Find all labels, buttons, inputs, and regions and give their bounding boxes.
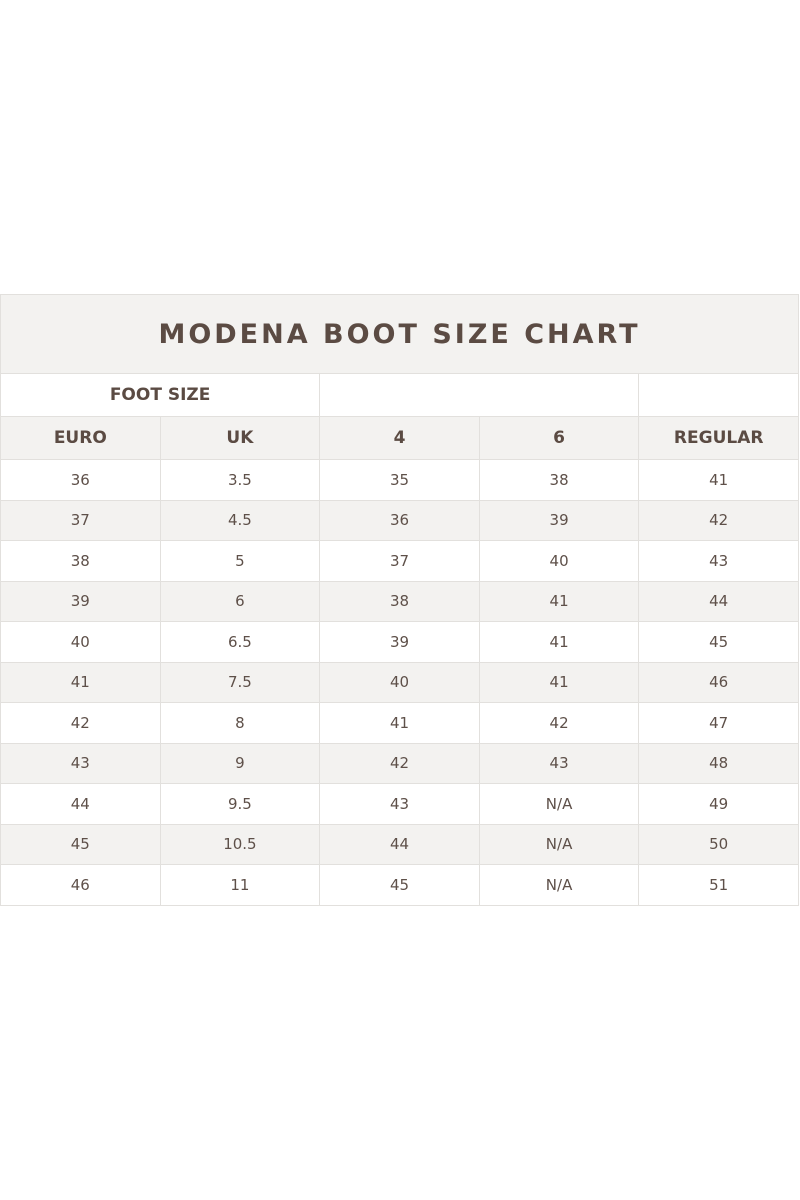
table-cell: 11 [159,864,321,906]
table-cell: 41 [319,702,480,744]
table-cell: 39 [478,499,640,541]
table-row: 46 11 45 N/A 51 [0,864,799,906]
table-cell: 45 [319,864,480,906]
table-cell: 8 [159,702,321,744]
column-header-6: 6 [478,416,640,460]
table-cell: 5 [159,540,321,582]
group-header-row: FOOT SIZE [0,373,799,417]
table-cell: 37 [0,499,161,541]
table-cell: 47 [638,702,799,744]
table-cell: 46 [638,661,799,703]
table-row: 39 6 38 41 44 [0,580,799,622]
table-row: 40 6.5 39 41 45 [0,621,799,663]
table-cell: 46 [0,864,161,906]
table-row: 36 3.5 35 38 41 [0,459,799,501]
table-cell: 48 [638,742,799,784]
table-row: 43 9 42 43 48 [0,742,799,784]
table-cell: 4.5 [159,499,321,541]
empty-group-cell [638,373,799,417]
table-cell: 49 [638,783,799,825]
table-cell: 6 [159,580,321,622]
table-cell: N/A [478,783,640,825]
table-cell: 36 [319,499,480,541]
table-cell: 6.5 [159,621,321,663]
table-cell: 37 [319,540,480,582]
table-cell: 45 [638,621,799,663]
column-header-regular: REGULAR [638,416,799,460]
table-cell: 10.5 [159,823,321,865]
column-header-row: EURO UK 4 6 REGULAR [0,416,799,460]
table-cell: 40 [0,621,161,663]
table-cell: 39 [319,621,480,663]
size-chart-table: MODENA BOOT SIZE CHART FOOT SIZE EURO UK… [0,294,799,906]
column-header-uk: UK [159,416,321,460]
foot-size-header: FOOT SIZE [0,373,321,417]
table-cell: 43 [319,783,480,825]
table-row: 45 10.5 44 N/A 50 [0,823,799,865]
table-cell: 42 [478,702,640,744]
table-cell: 51 [638,864,799,906]
table-cell: 41 [478,580,640,622]
table-row: 37 4.5 36 39 42 [0,499,799,541]
table-cell: 42 [638,499,799,541]
table-cell: 41 [478,621,640,663]
table-row: 41 7.5 40 41 46 [0,661,799,703]
table-row: 38 5 37 40 43 [0,540,799,582]
table-cell: 43 [0,742,161,784]
table-cell: 36 [0,459,161,501]
table-cell: 39 [0,580,161,622]
column-header-4: 4 [319,416,480,460]
table-cell: 42 [0,702,161,744]
table-cell: 9 [159,742,321,784]
table-cell: 42 [319,742,480,784]
table-cell: 43 [478,742,640,784]
chart-title: MODENA BOOT SIZE CHART [0,294,799,374]
table-cell: 40 [478,540,640,582]
table-cell: 44 [638,580,799,622]
table-cell: 38 [478,459,640,501]
table-cell: 45 [0,823,161,865]
table-row: 42 8 41 42 47 [0,702,799,744]
table-cell: 35 [319,459,480,501]
table-cell: 38 [0,540,161,582]
table-cell: 50 [638,823,799,865]
column-header-euro: EURO [0,416,161,460]
empty-group-cell [319,373,640,417]
table-cell: 38 [319,580,480,622]
title-row: MODENA BOOT SIZE CHART [0,294,799,374]
table-cell: 9.5 [159,783,321,825]
table-cell: N/A [478,823,640,865]
table-cell: 41 [638,459,799,501]
table-cell: 41 [478,661,640,703]
table-cell: 43 [638,540,799,582]
table-cell: 41 [0,661,161,703]
table-cell: N/A [478,864,640,906]
table-row: 44 9.5 43 N/A 49 [0,783,799,825]
table-cell: 7.5 [159,661,321,703]
table-cell: 44 [319,823,480,865]
table-cell: 44 [0,783,161,825]
table-cell: 40 [319,661,480,703]
table-cell: 3.5 [159,459,321,501]
